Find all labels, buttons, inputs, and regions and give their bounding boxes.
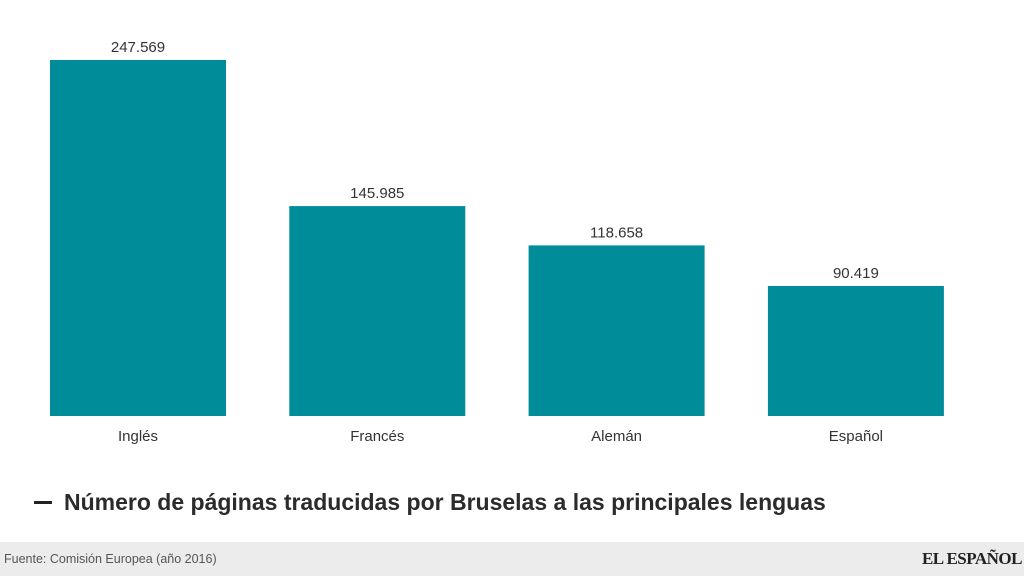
legend-label: Número de páginas traducidas por Brusela…: [64, 488, 826, 515]
bar-0: [50, 60, 226, 416]
legend-swatch: [34, 500, 52, 504]
bar-value-label: 247.569: [111, 39, 165, 56]
bar-1: [289, 206, 466, 416]
bar-value-label: 90.419: [833, 265, 879, 282]
bar-value-label: 145.985: [350, 185, 404, 202]
brand-logo: EL ESPAÑOL: [921, 549, 1023, 568]
category-label: Español: [829, 428, 883, 445]
bar-chart: 247.569 Inglés 145.985 Francés 118.658 Alemán…: [50, 39, 944, 445]
bar-2: [528, 245, 705, 416]
footer: Fuente: Comisión Europea (año 2016) EL E…: [0, 542, 1024, 576]
category-label: Inglés: [118, 428, 158, 445]
category-label: Alemán: [591, 428, 642, 445]
bar-3: [767, 286, 944, 416]
legend: Número de páginas traducidas por Brusela…: [34, 484, 826, 520]
bar-value-label: 118.658: [590, 224, 643, 241]
source-text: Fuente: Comisión Europea (año 2016): [4, 552, 217, 566]
category-label: Francés: [350, 428, 404, 445]
